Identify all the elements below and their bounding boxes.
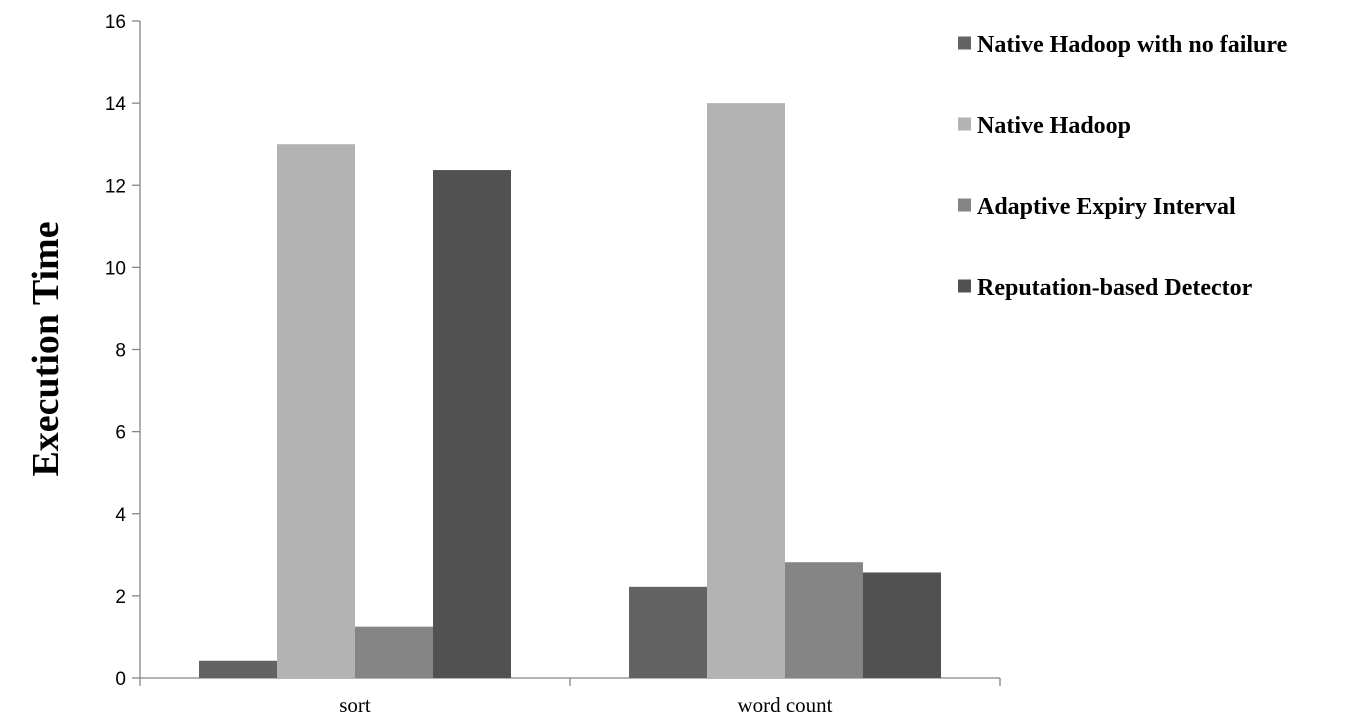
legend-label: Native Hadoop [977, 113, 1131, 139]
bar [433, 170, 511, 678]
bar [629, 586, 707, 678]
legend-swatch [958, 279, 971, 293]
bar [199, 660, 277, 678]
legend-label: Reputation-based Detector [977, 275, 1253, 301]
y-tick-label: 16 [105, 12, 126, 33]
y-tick-label: 8 [115, 341, 126, 362]
legend-label: Native Hadoop with no failure [977, 32, 1288, 58]
y-tick-label: 12 [105, 176, 126, 197]
bar [863, 572, 941, 678]
legend-swatch [958, 117, 971, 131]
legend: Native Hadoop with no failure Native Hado… [958, 32, 1288, 301]
bar [785, 562, 863, 678]
y-tick-label: 14 [105, 94, 127, 115]
y-axis-label: Execution Time [25, 221, 67, 476]
y-tick-label: 6 [115, 423, 126, 444]
bar [355, 626, 433, 678]
y-tick-label: 2 [115, 587, 126, 608]
legend-label: Adaptive Expiry Interval [977, 194, 1236, 220]
y-tick-label: 4 [115, 505, 126, 526]
y-tick-label: 0 [115, 669, 126, 690]
bar [707, 103, 785, 678]
x-tick-label: sort [339, 693, 371, 717]
legend-swatch [958, 36, 971, 50]
legend-swatch [958, 198, 971, 212]
x-tick-label: word count [737, 693, 832, 717]
y-tick-label: 10 [105, 258, 126, 279]
plot-area: 0 2 4 6 8 10 12 14 16 sort word count [105, 12, 1001, 717]
bar [277, 144, 355, 678]
